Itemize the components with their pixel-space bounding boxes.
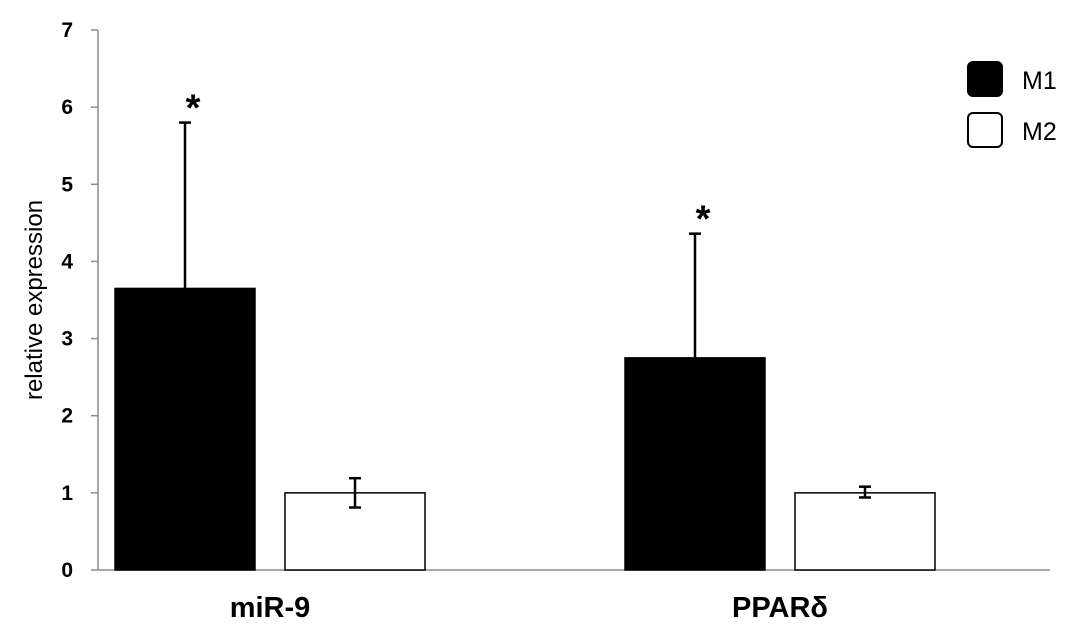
- plot-area: 0 1 2 3 4 5 6 7 * miR-9 * PPARδ: [61, 19, 1050, 624]
- y-tick-label: 6: [61, 96, 73, 119]
- y-tick-label: 7: [61, 19, 73, 42]
- bar-m2-1: [794, 492, 936, 571]
- legend-swatch-m2: [967, 112, 1003, 148]
- legend-swatch-m1: [967, 61, 1003, 97]
- y-tick-label: 5: [61, 173, 73, 196]
- y-tick-label: 1: [61, 482, 73, 505]
- bar-m1-1: [624, 357, 766, 571]
- legend-label-m2: M2: [1022, 118, 1057, 146]
- significance-annotation: *: [696, 199, 711, 241]
- legend-label-m1: M1: [1022, 67, 1057, 95]
- y-tick-label: 4: [61, 250, 73, 273]
- bar-m1-0: [114, 287, 256, 571]
- y-tick-label: 0: [61, 559, 73, 582]
- x-category-label: PPARδ: [732, 592, 828, 624]
- legend: M1 M2: [967, 61, 1057, 148]
- y-tick-label: 3: [61, 328, 73, 351]
- x-category-label: miR-9: [230, 592, 311, 624]
- y-axis-title: relative expression: [21, 200, 48, 400]
- y-tick-label: 2: [61, 405, 73, 428]
- significance-annotation: *: [186, 88, 201, 130]
